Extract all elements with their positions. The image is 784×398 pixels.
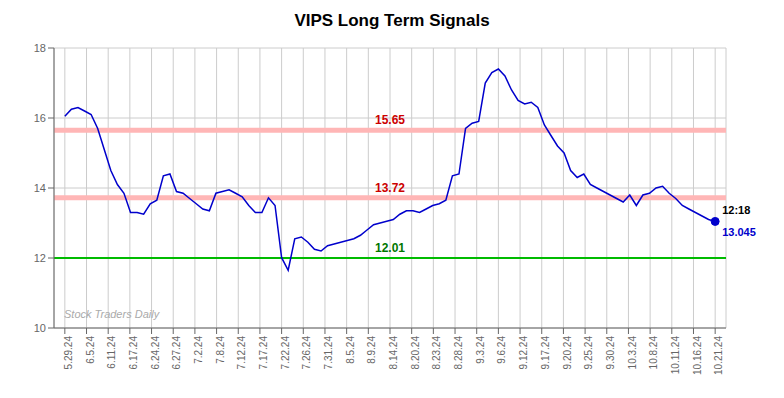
svg-text:10.8.24: 10.8.24 (648, 336, 659, 370)
svg-text:7.12.24: 7.12.24 (236, 336, 247, 370)
svg-text:9.25.24: 9.25.24 (583, 336, 594, 370)
svg-text:13.72: 13.72 (375, 181, 405, 195)
html-text:Stock Traders Daily: Stock Traders Daily (64, 308, 160, 320)
svg-text:7.22.24: 7.22.24 (280, 336, 291, 370)
svg-text:6.17.24: 6.17.24 (128, 336, 139, 370)
svg-text:6.24.24: 6.24.24 (150, 336, 161, 370)
svg-text:9.20.24: 9.20.24 (562, 336, 573, 370)
svg-text:5.29.24: 5.29.24 (63, 336, 74, 370)
svg-text:12.01: 12.01 (375, 241, 405, 255)
svg-text:12: 12 (34, 252, 46, 264)
svg-text:6.27.24: 6.27.24 (171, 336, 182, 370)
html-text:VIPS Long Term Signals: VIPS Long Term Signals (294, 11, 490, 30)
svg-text:7.8.24: 7.8.24 (215, 336, 226, 364)
svg-text:14: 14 (34, 182, 46, 194)
svg-text:7.2.24: 7.2.24 (193, 336, 204, 364)
svg-text:13.045: 13.045 (722, 226, 756, 238)
svg-text:9.12.24: 9.12.24 (518, 336, 529, 370)
svg-text:16: 16 (34, 112, 46, 124)
svg-text:8.20.24: 8.20.24 (410, 336, 421, 370)
svg-text:9.17.24: 9.17.24 (540, 336, 551, 370)
svg-text:9.30.24: 9.30.24 (605, 336, 616, 370)
svg-text:8.5.24: 8.5.24 (345, 336, 356, 364)
svg-text:8.14.24: 8.14.24 (388, 336, 399, 370)
svg-text:10: 10 (34, 322, 46, 334)
svg-text:8.28.24: 8.28.24 (453, 336, 464, 370)
svg-text:6.5.24: 6.5.24 (85, 336, 96, 364)
svg-text:9.6.24: 9.6.24 (496, 336, 507, 364)
svg-text:15.65: 15.65 (375, 113, 405, 127)
svg-text:10.3.24: 10.3.24 (627, 336, 638, 370)
svg-text:18: 18 (34, 42, 46, 54)
svg-text:8.9.24: 8.9.24 (366, 336, 377, 364)
svg-text:8.23.24: 8.23.24 (431, 336, 442, 370)
svg-text:10.11.24: 10.11.24 (670, 336, 681, 375)
svg-text:10.21.24: 10.21.24 (713, 336, 724, 375)
svg-text:9.3.24: 9.3.24 (475, 336, 486, 364)
svg-text:7.17.24: 7.17.24 (258, 336, 269, 370)
svg-text:10.16.24: 10.16.24 (692, 336, 703, 375)
svg-text:7.26.24: 7.26.24 (301, 336, 312, 370)
svg-text:6.11.24: 6.11.24 (106, 336, 117, 369)
svg-text:7.31.24: 7.31.24 (323, 336, 334, 370)
svg-text:12:18: 12:18 (722, 204, 750, 216)
